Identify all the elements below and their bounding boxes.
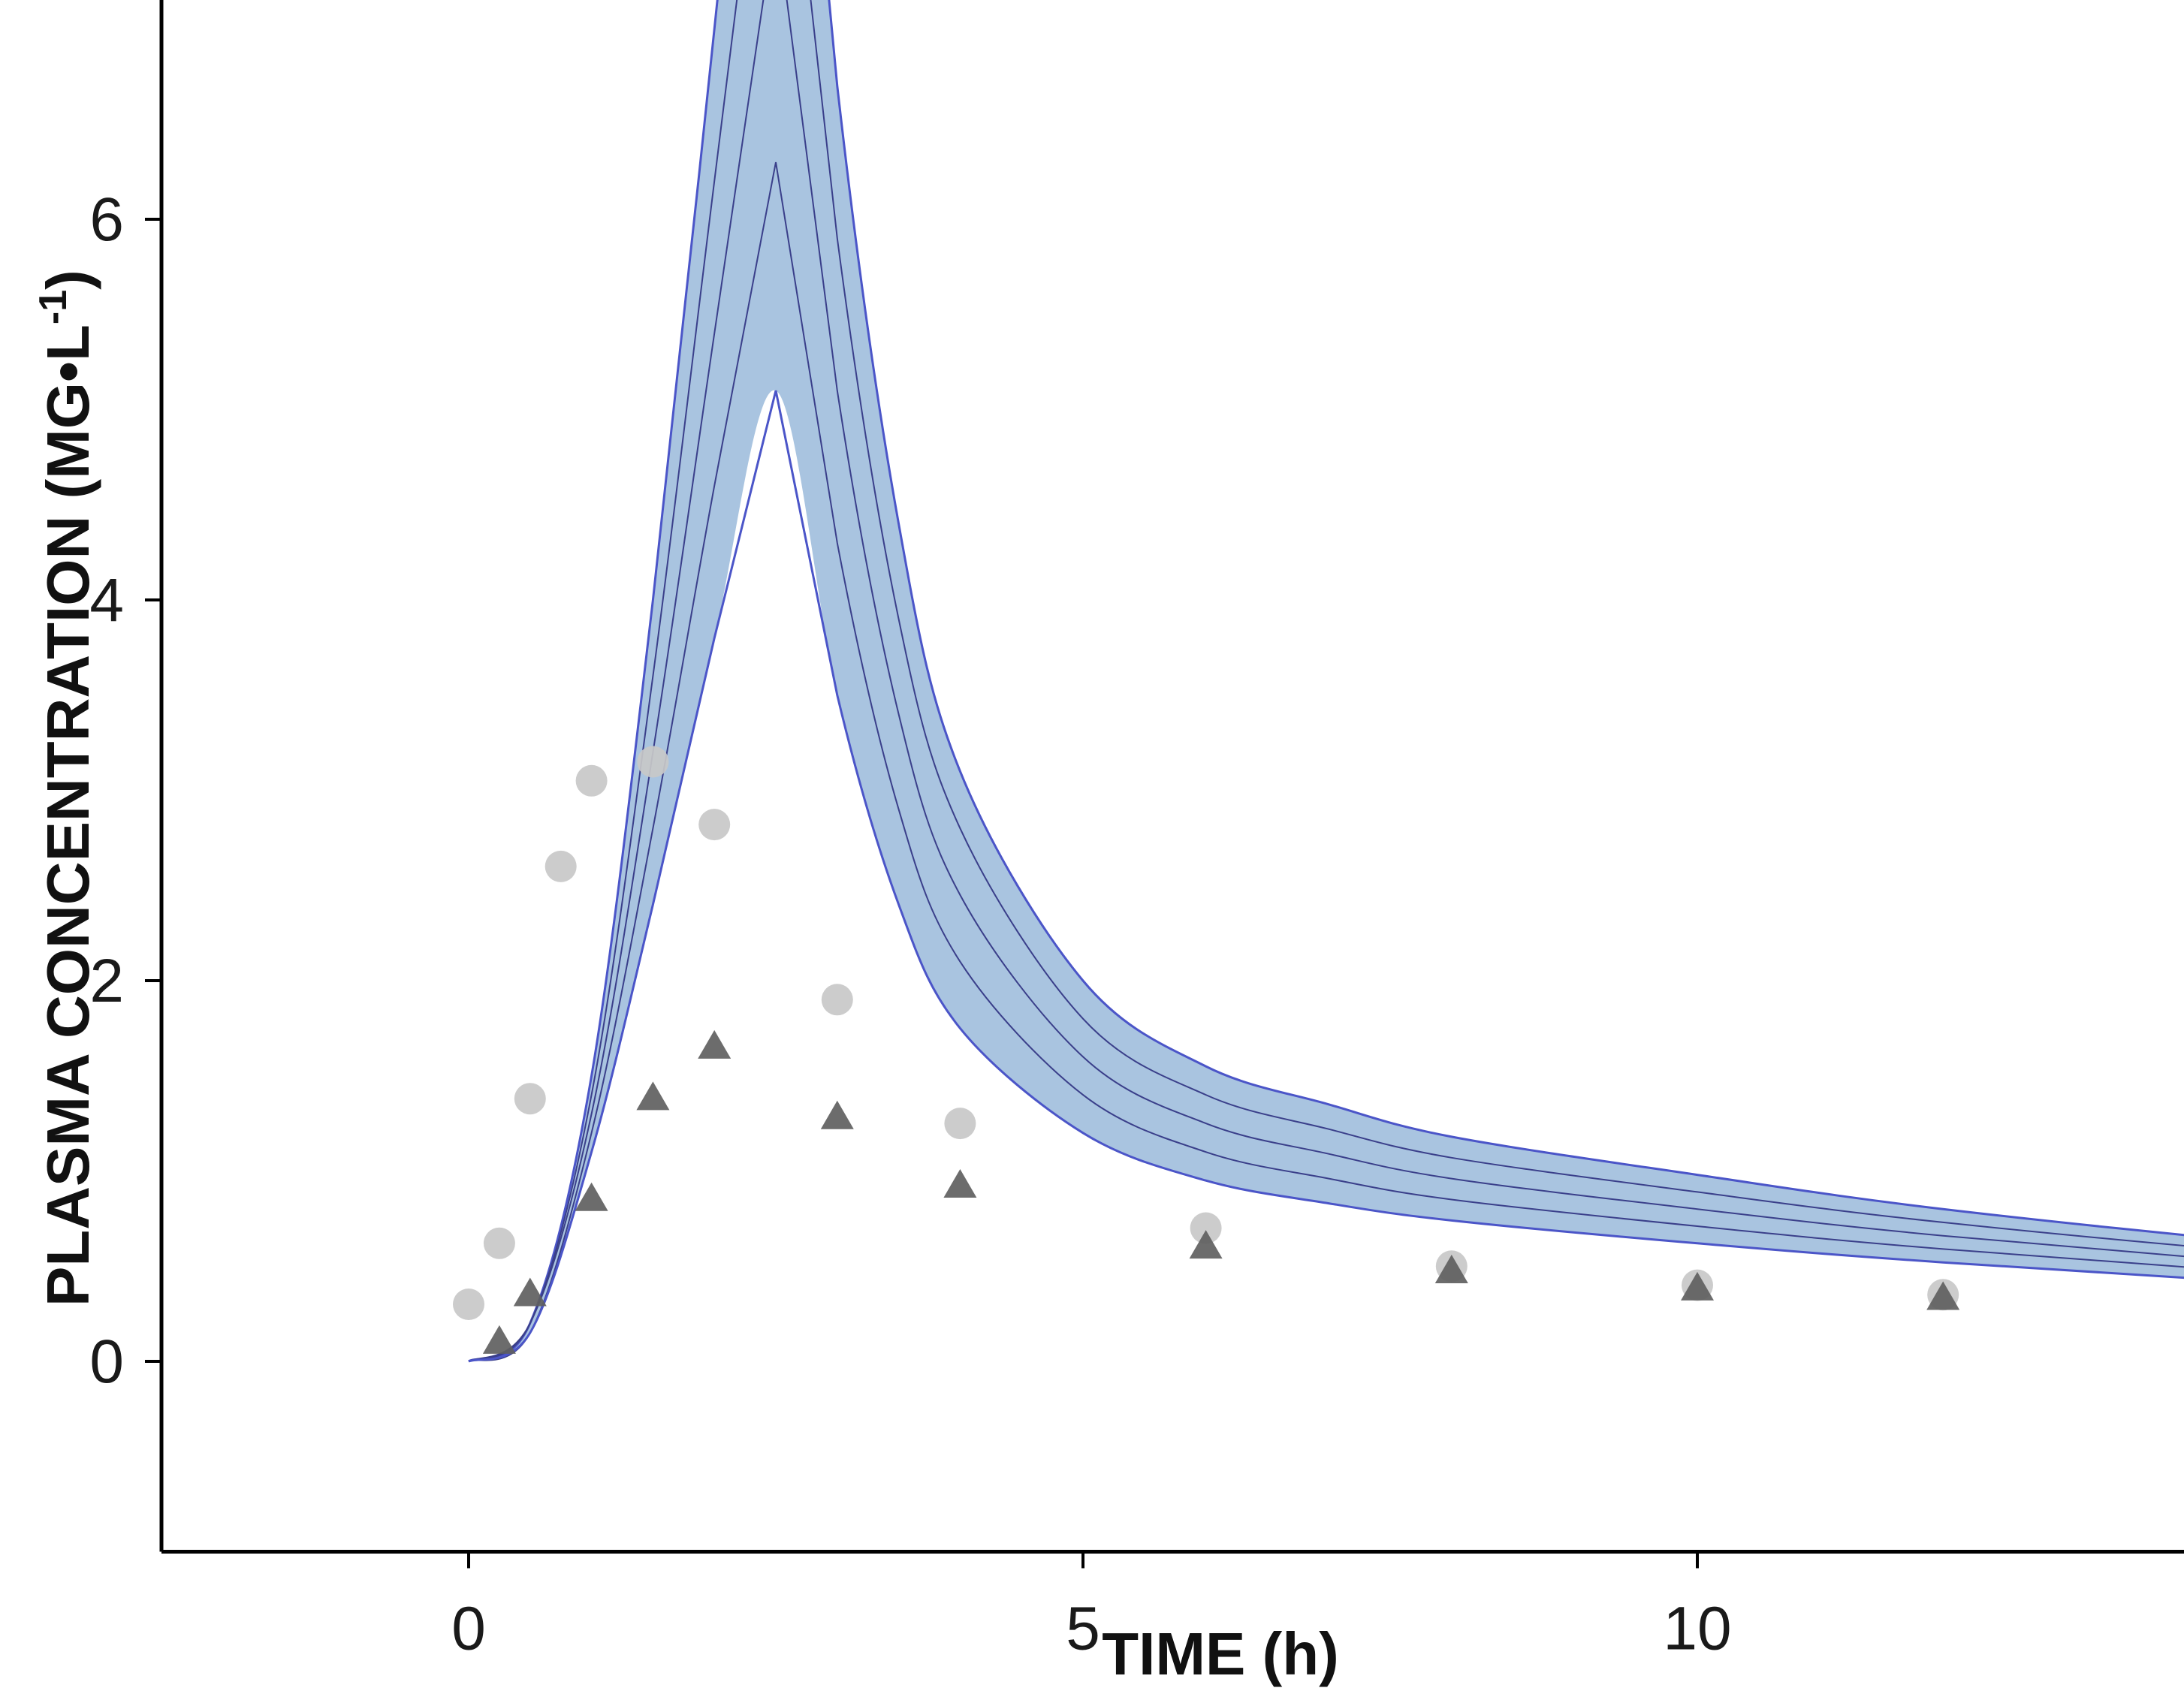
- band-line-upper: [468, 0, 2184, 1363]
- triangle-point: [482, 1325, 516, 1354]
- triangle-point: [698, 1029, 732, 1059]
- circle-point: [821, 984, 853, 1016]
- y-tick-label: 2: [89, 947, 124, 1015]
- triangle-point: [820, 1100, 854, 1129]
- triangle-point: [943, 1168, 977, 1198]
- y-axis-title-close: ): [35, 270, 101, 290]
- y-tick-label: 6: [89, 185, 124, 254]
- x-tick-label: 0: [451, 1595, 486, 1663]
- tick-labels: 0246810120510152025: [89, 185, 1731, 1663]
- observed-markers: [453, 746, 1960, 1354]
- band-line-p25: [468, 161, 2184, 1362]
- axes: [145, 0, 2184, 1569]
- x-tick-label: 5: [1066, 1595, 1100, 1663]
- triangle-point: [636, 1081, 670, 1111]
- circle-point: [1190, 1212, 1222, 1244]
- y-axis-title-main: PLASMA CONCENTRATION (MG•L: [35, 324, 101, 1307]
- band-line-median: [468, 0, 2184, 1362]
- circle-point: [698, 809, 731, 841]
- triangle-point: [1681, 1271, 1714, 1301]
- band-line-lower: [468, 390, 2184, 1363]
- circle-point: [453, 1289, 484, 1320]
- y-axis-title-superscript: -1: [32, 290, 75, 324]
- triangle-point: [575, 1182, 608, 1211]
- prediction-band: [468, 0, 2184, 1363]
- y-tick-label: 4: [89, 566, 124, 634]
- band-line-p75: [468, 0, 2184, 1362]
- circle-point: [483, 1227, 515, 1259]
- y-axis-title: PLASMA CONCENTRATION (MG•L-1): [32, 270, 101, 1307]
- circle-point: [944, 1108, 976, 1140]
- x-tick-label: 10: [1663, 1595, 1731, 1663]
- y-tick-label: 0: [89, 1328, 124, 1396]
- circle-point: [544, 850, 577, 882]
- triangle-point: [513, 1277, 547, 1307]
- triangle-point: [1926, 1281, 1960, 1310]
- triangle-point: [1189, 1230, 1223, 1259]
- circle-point: [575, 764, 608, 797]
- x-axis-title: TIME (h): [1102, 1620, 1338, 1687]
- band-area: [469, 0, 2184, 1361]
- circle-point: [514, 1083, 546, 1115]
- circle-point: [637, 746, 669, 778]
- triangle-point: [1434, 1255, 1468, 1284]
